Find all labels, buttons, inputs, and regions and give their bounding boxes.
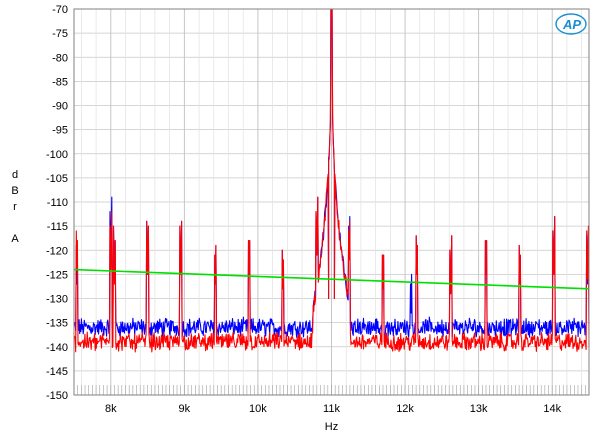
x-tick-label: 13k [470,403,488,415]
y-tick-label: -85 [52,76,68,88]
x-tick-label: 9k [179,403,191,415]
y-tick-label: -130 [46,294,68,306]
x-tick-label: 8k [105,403,117,415]
series-line-3 [73,268,590,290]
x-tick-label: 10k [249,403,267,415]
x-tick-label: 11k [323,403,340,415]
y-tick-label: -90 [52,101,68,113]
plot-frame [73,8,590,396]
y-axis-label-letter: d [12,169,18,181]
y-tick-label: -75 [52,28,68,40]
y-tick-label: -115 [47,221,68,233]
y-tick-label: -145 [46,366,68,378]
y-tick-label: -140 [46,342,68,354]
y-axis-label-letter: r [13,201,17,213]
y-tick-label: -125 [46,269,68,281]
y-tick-label: -110 [47,197,68,209]
y-tick-label: -135 [46,318,68,330]
y-tick-label: -100 [46,149,68,161]
logo-text: AP [562,17,581,32]
x-axis-label: Hz [325,421,338,433]
y-axis-label: dBr A [11,169,19,245]
y-tick-label: -105 [46,173,68,185]
x-tick-label: 12k [396,403,414,415]
ap-logo: AP [555,13,587,35]
y-tick-label: -70 [52,4,68,16]
x-tick-label: 14k [543,403,561,415]
y-tick-label: -80 [52,52,68,64]
minor-ticks [73,385,590,395]
y-axis-label-letter: B [11,185,18,197]
y-tick-label: -120 [46,245,68,257]
y-tick-label: -150 [46,390,68,402]
y-tick-labels: -70 -75 -80 -85 -90 -95 -100 -105 -110 -115 -120 -1… [46,4,68,402]
y-tick-label: -95 [52,125,68,137]
x-tick-labels: 8k 9k 10k 11k 12k 13k 14k [105,403,562,415]
y-axis-label-letter: A [11,233,19,245]
